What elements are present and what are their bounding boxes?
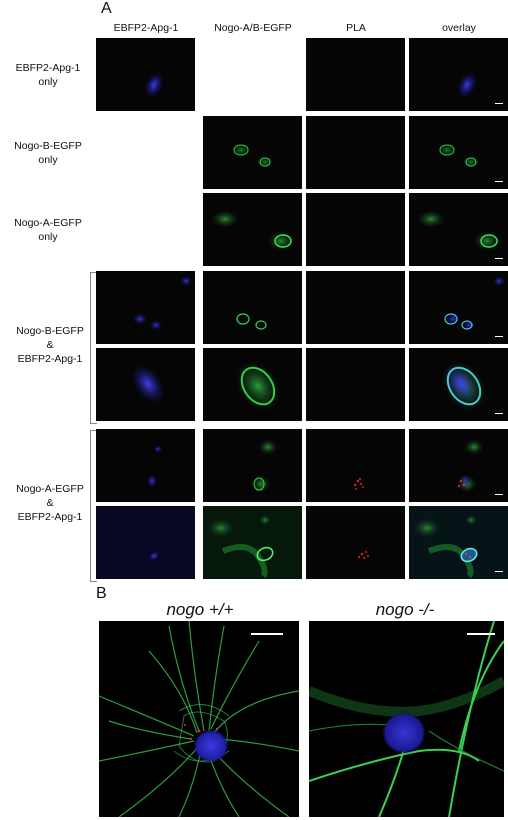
row-label-nogoa-and-ebfp2: Nogo-A-EGFP & EBFP2-Apg-1 — [6, 482, 94, 524]
row-label-nogoa-only: Nogo-A-EGFP only — [4, 216, 92, 244]
bracket-nogob-group — [90, 272, 97, 424]
panel-b-title-knockout: nogo -/- — [375, 600, 435, 619]
row-label-line: Nogo-A-EGFP — [14, 217, 82, 229]
row-label-line: only — [38, 76, 58, 88]
row-label-nogob-and-ebfp2: Nogo-B-EGFP & EBFP2-Apg-1 — [6, 324, 94, 366]
column-header-pla: PLA — [346, 22, 366, 34]
micrograph-nogoa-ebfp2-pla-1 — [306, 429, 405, 502]
bracket-nogoa-group — [90, 430, 97, 582]
row-label-nogob-only: Nogo-B-EGFP only — [4, 139, 92, 167]
scale-bar — [251, 633, 283, 635]
panel-b-letter: B — [96, 585, 107, 602]
micrograph-nogob-ebfp2-pla-1 — [306, 271, 405, 344]
micrograph-nogoa-only-pla — [306, 193, 405, 266]
micrograph-nogob-ebfp2-green-1 — [203, 271, 302, 344]
micrograph-nogob-ebfp2-green-2 — [203, 348, 302, 421]
confocal-image-nogo-knockout — [309, 621, 504, 817]
scale-bar — [467, 633, 495, 635]
micrograph-nogoa-ebfp2-pla-2 — [306, 506, 405, 579]
micrograph-nogoa-ebfp2-green-2 — [203, 506, 302, 579]
micrograph-nogob-ebfp2-blue-1 — [96, 271, 195, 344]
row-label-line: EBFP2-Apg-1 — [17, 353, 83, 365]
scale-bar — [495, 335, 503, 337]
micrograph-nogob-only-overlay — [409, 116, 508, 189]
micrograph-nogob-ebfp2-pla-2 — [306, 348, 405, 421]
micrograph-nogob-only-pla — [306, 116, 405, 189]
confocal-image-nogo-wildtype — [99, 621, 299, 817]
micrograph-nogoa-only-green — [203, 193, 302, 266]
row-label-line: Nogo-A-EGFP — [16, 483, 84, 495]
micrograph-nogoa-ebfp2-blue-2 — [96, 506, 195, 579]
micrograph-nogob-only-green — [203, 116, 302, 189]
row-label-ebfp2-only: EBFP2-Apg-1 only — [4, 61, 92, 89]
row-label-line: Nogo-B-EGFP — [16, 325, 84, 337]
micrograph-nogob-ebfp2-overlay-2 — [409, 348, 508, 421]
micrograph-nogoa-ebfp2-green-1 — [203, 429, 302, 502]
scale-bar — [495, 570, 503, 572]
micrograph-nogob-ebfp2-overlay-1 — [409, 271, 508, 344]
scale-bar — [495, 180, 503, 182]
scale-bar — [495, 493, 503, 495]
row-label-line: EBFP2-Apg-1 — [15, 62, 81, 74]
row-label-line: EBFP2-Apg-1 — [17, 511, 83, 523]
column-header-nogo-egfp: Nogo-A/B-EGFP — [214, 22, 292, 34]
micrograph-nogoa-ebfp2-blue-1 — [96, 429, 195, 502]
micrograph-nogoa-ebfp2-overlay-1 — [409, 429, 508, 502]
micrograph-nogoa-ebfp2-overlay-2 — [409, 506, 508, 579]
micrograph-nogob-ebfp2-blue-2 — [96, 348, 195, 421]
micrograph-ebfp2-only-pla — [306, 38, 405, 111]
micrograph-ebfp2-only-overlay — [409, 38, 508, 111]
column-header-ebfp2: EBFP2-Apg-1 — [113, 22, 179, 34]
row-label-line: only — [38, 231, 58, 243]
micrograph-nogoa-only-overlay — [409, 193, 508, 266]
scale-bar — [495, 412, 503, 414]
scale-bar — [495, 257, 503, 259]
micrograph-ebfp2-only-blue — [96, 38, 195, 111]
row-label-line: & — [46, 339, 54, 351]
panel-a-letter: A — [101, 0, 112, 17]
column-header-overlay: overlay — [442, 22, 476, 34]
row-label-line: Nogo-B-EGFP — [14, 140, 82, 152]
scale-bar — [495, 102, 503, 104]
row-label-line: & — [46, 497, 54, 509]
panel-b-title-wildtype: nogo +/+ — [166, 600, 234, 619]
row-label-line: only — [38, 154, 58, 166]
